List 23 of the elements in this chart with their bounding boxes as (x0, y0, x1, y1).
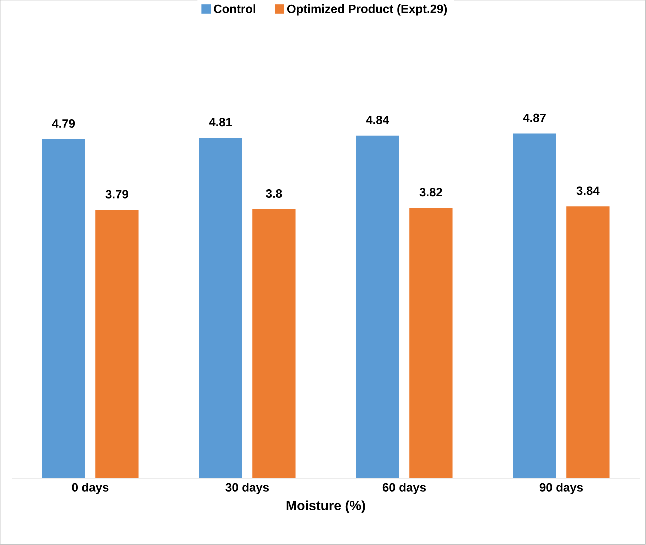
x-axis-title: Moisture (%) (286, 500, 366, 514)
data-label: 4.79 (52, 119, 76, 128)
x-tick-label: 30 days (226, 483, 270, 494)
data-label: 4.84 (366, 116, 390, 124)
bar (199, 138, 242, 478)
x-tick-label: 90 days (540, 483, 584, 494)
bar (566, 206, 610, 478)
data-label: 3.84 (576, 186, 600, 196)
legend-label: Control (214, 4, 256, 14)
bar (42, 139, 86, 478)
bar (356, 136, 400, 478)
legend-label: Optimized Product (Expt.29) (287, 4, 448, 16)
data-label: 3.79 (106, 190, 128, 199)
bar (96, 210, 139, 478)
data-label: 3.8 (266, 190, 282, 198)
bar (410, 208, 453, 478)
data-label: 3.82 (420, 188, 442, 197)
bar (252, 209, 296, 478)
x-tick-label: 0 days (72, 483, 109, 494)
data-label: 4.81 (209, 118, 232, 127)
x-tick-label: 60 days (382, 483, 426, 494)
data-label: 4.87 (523, 114, 546, 122)
bar (513, 134, 556, 478)
